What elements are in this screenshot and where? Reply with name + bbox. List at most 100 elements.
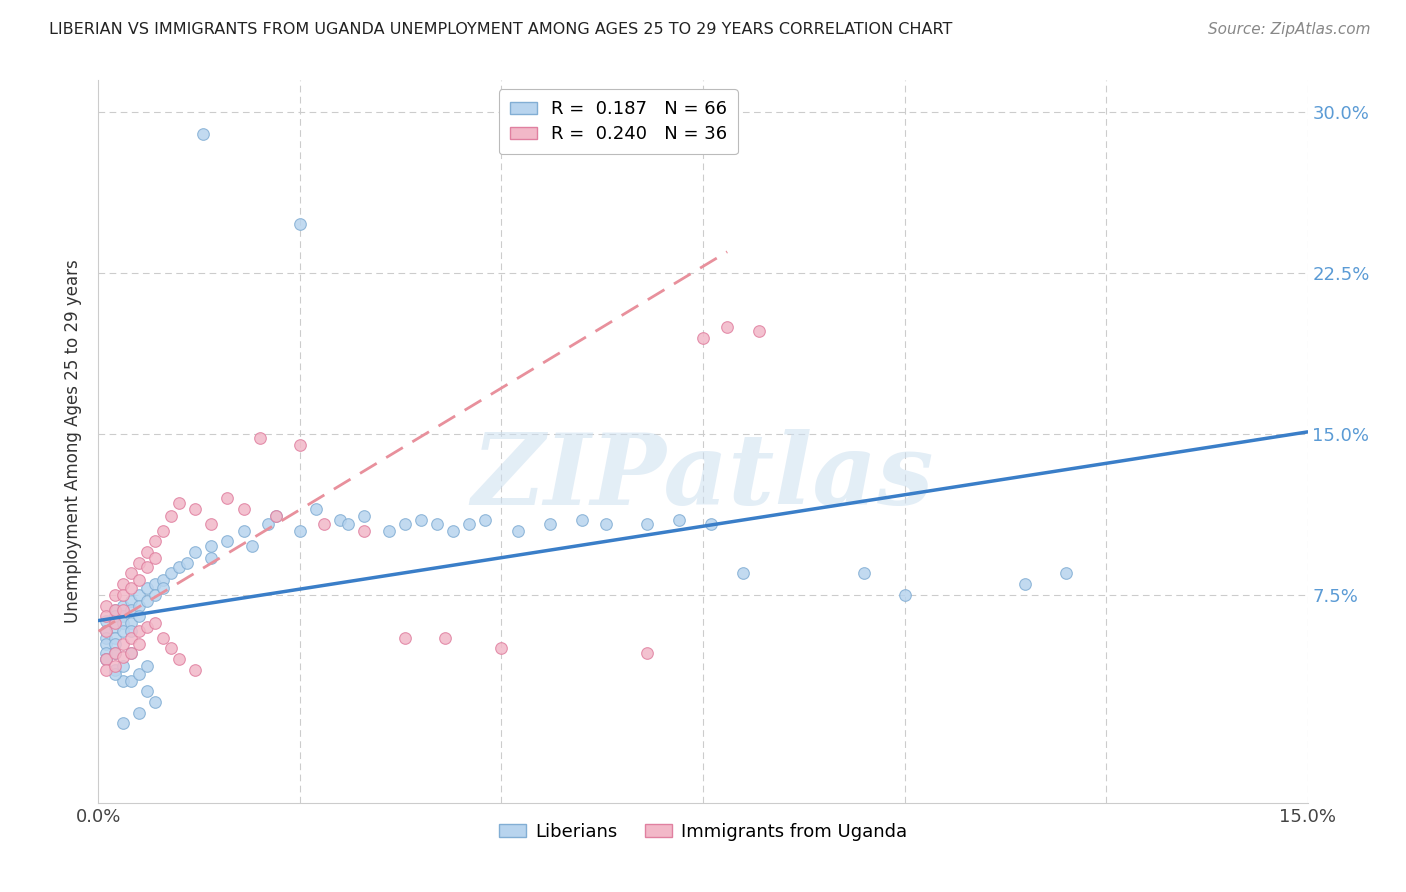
Point (128, 556, 150, 570)
Point (152, 573, 174, 587)
Point (143, 695, 166, 709)
Point (135, 545, 157, 559)
Text: Source: ZipAtlas.com: Source: ZipAtlas.com (1208, 22, 1371, 37)
Point (96, 652, 118, 666)
Point (111, 577, 134, 591)
Point (434, 631, 457, 645)
Point (232, 502, 254, 516)
Point (152, 582, 174, 596)
Point (167, 652, 190, 666)
Point (120, 582, 142, 596)
Point (103, 667, 125, 681)
Point (314, 517, 336, 532)
Point (96, 631, 118, 645)
Legend: Liberians, Immigrants from Uganda: Liberians, Immigrants from Uganda (492, 815, 914, 848)
Point (111, 637, 134, 651)
Point (103, 603, 125, 617)
Point (167, 496, 190, 510)
Point (143, 551, 166, 566)
Point (668, 513, 690, 527)
Point (506, 524, 529, 538)
Point (120, 673, 142, 688)
Point (111, 673, 134, 688)
Point (96, 624, 118, 639)
Point (103, 658, 125, 673)
Point (128, 588, 150, 602)
Point (103, 646, 125, 660)
Point (120, 603, 142, 617)
Point (111, 624, 134, 639)
Point (184, 502, 207, 516)
Point (143, 588, 166, 602)
Point (394, 631, 416, 645)
Point (135, 684, 157, 698)
Point (893, 588, 915, 602)
Point (571, 513, 593, 527)
Point (96, 646, 118, 660)
Point (1014, 577, 1036, 591)
Point (143, 615, 166, 630)
Point (143, 534, 166, 549)
Point (491, 641, 513, 656)
Point (103, 637, 125, 651)
Point (120, 646, 142, 660)
Point (120, 631, 142, 645)
Point (184, 663, 207, 677)
Point (96, 599, 118, 613)
Point (329, 513, 352, 527)
Point (1054, 566, 1077, 581)
Point (193, 127, 215, 141)
Point (111, 716, 134, 731)
Point (96, 637, 118, 651)
Point (96, 609, 118, 624)
Point (249, 431, 271, 445)
Point (200, 551, 222, 566)
Point (128, 637, 150, 651)
Point (353, 524, 375, 538)
Point (111, 609, 134, 624)
Point (853, 566, 876, 581)
Point (96, 652, 118, 666)
Point (264, 508, 287, 523)
Point (103, 646, 125, 660)
Point (128, 624, 150, 639)
Point (288, 217, 311, 231)
Point (120, 624, 142, 639)
Point (232, 524, 254, 538)
Point (96, 624, 118, 639)
Point (353, 508, 375, 523)
Point (111, 658, 134, 673)
Text: LIBERIAN VS IMMIGRANTS FROM UGANDA UNEMPLOYMENT AMONG AGES 25 TO 29 YEARS CORREL: LIBERIAN VS IMMIGRANTS FROM UGANDA UNEMP… (49, 22, 953, 37)
Point (184, 545, 207, 559)
Point (160, 508, 183, 523)
Point (160, 566, 183, 581)
Point (135, 620, 157, 634)
Point (120, 594, 142, 608)
Point (111, 650, 134, 665)
Point (103, 663, 125, 677)
Point (200, 539, 222, 553)
Point (160, 641, 183, 656)
Point (111, 588, 134, 602)
Point (409, 513, 432, 527)
Point (394, 517, 416, 532)
Point (217, 534, 239, 549)
Text: ZIPatlas: ZIPatlas (472, 429, 934, 526)
Point (538, 517, 561, 532)
Point (288, 524, 311, 538)
Point (135, 594, 157, 608)
Point (111, 615, 134, 630)
Point (264, 508, 287, 523)
Point (716, 319, 738, 334)
Point (474, 513, 496, 527)
Point (240, 539, 263, 553)
Point (200, 517, 222, 532)
Point (128, 706, 150, 720)
Point (128, 599, 150, 613)
Point (733, 566, 755, 581)
Point (305, 502, 328, 516)
Point (143, 577, 166, 591)
Y-axis label: Unemployment Among Ages 25 to 29 years: Unemployment Among Ages 25 to 29 years (65, 260, 83, 624)
Point (636, 517, 658, 532)
Point (103, 631, 125, 645)
